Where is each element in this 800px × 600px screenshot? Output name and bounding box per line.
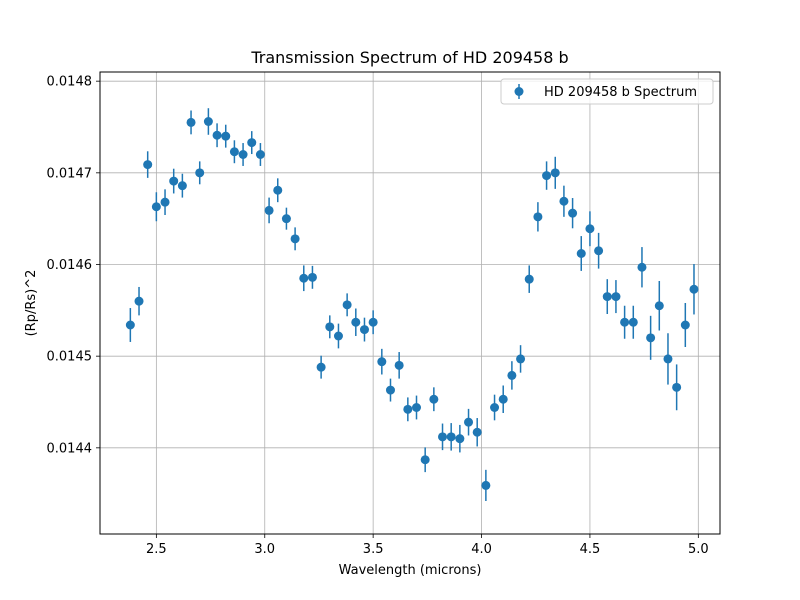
data-point	[533, 212, 543, 222]
data-point	[524, 274, 534, 284]
data-point	[602, 292, 612, 302]
data-point	[403, 404, 413, 414]
data-point	[299, 273, 309, 283]
data-point	[255, 150, 265, 159]
chart-title: Transmission Spectrum of HD 209458 b	[250, 48, 568, 67]
data-point	[542, 171, 552, 181]
data-point	[221, 131, 231, 141]
plot-frame	[99, 71, 721, 535]
data-point	[637, 262, 647, 272]
data-point	[455, 434, 465, 444]
data-point	[212, 130, 222, 140]
data-point	[229, 147, 239, 157]
x-tick-label: 4.0	[471, 542, 492, 557]
data-point	[429, 394, 439, 404]
data-point	[316, 362, 326, 372]
data-point	[385, 385, 395, 395]
data-point	[264, 205, 274, 215]
data-point	[611, 292, 621, 302]
data-point	[585, 224, 595, 234]
y-axis-title: (Rp/Rs)^2	[24, 270, 39, 337]
data-point	[654, 301, 664, 311]
data-point	[359, 325, 369, 335]
data-point	[325, 322, 335, 332]
data-point	[672, 382, 682, 392]
data-point	[368, 317, 378, 327]
data-point	[351, 317, 361, 327]
data-point	[273, 185, 283, 195]
data-point	[247, 138, 257, 148]
data-point	[646, 333, 656, 343]
legend-box	[500, 78, 714, 105]
data-point	[559, 196, 569, 206]
x-tick-label: 3.0	[254, 542, 275, 557]
data-point	[177, 181, 187, 191]
data-point	[333, 331, 343, 341]
data-point	[143, 160, 153, 170]
data-point	[290, 234, 300, 244]
data-point	[507, 370, 517, 380]
legend-marker	[514, 87, 524, 96]
x-tick-label: 2.5	[146, 542, 167, 557]
data-point	[516, 354, 526, 364]
data-point	[377, 357, 387, 367]
data-point	[663, 354, 673, 364]
data-point	[281, 214, 291, 224]
data-point	[238, 150, 248, 159]
data-point	[594, 246, 604, 256]
x-tick-label: 4.5	[580, 542, 601, 557]
data-point	[134, 296, 144, 306]
data-point	[628, 317, 638, 327]
data-point	[481, 480, 491, 490]
data-point	[498, 394, 508, 404]
data-point	[438, 432, 448, 442]
y-tick-label: 0.0144	[47, 441, 93, 456]
x-tick-label: 5.0	[688, 542, 709, 557]
data-point	[576, 249, 586, 258]
data-series	[125, 108, 699, 501]
y-tick-label: 0.0147	[47, 166, 93, 181]
legend-label: HD 209458 b Spectrum	[544, 85, 697, 100]
data-point	[307, 272, 317, 282]
data-point	[169, 176, 179, 186]
data-point	[203, 117, 213, 126]
data-point	[472, 427, 482, 437]
ticks: 2.5 3.0 3.5 4.0 4.5 5.0 0.0144 0.0145 0.0146 0.01…	[47, 75, 709, 557]
data-point	[568, 208, 578, 218]
data-point	[464, 417, 474, 427]
data-point	[151, 202, 161, 212]
data-point	[186, 117, 196, 127]
data-point	[550, 168, 560, 178]
data-point	[680, 320, 690, 330]
x-tick-label: 3.5	[363, 542, 384, 557]
x-axis-title: Wavelength (microns)	[339, 563, 482, 578]
legend: HD 209458 b Spectrum	[500, 78, 714, 105]
data-point	[160, 197, 170, 207]
data-point	[420, 455, 430, 465]
data-point	[342, 300, 352, 310]
data-point	[490, 403, 500, 412]
data-point	[394, 360, 404, 370]
y-tick-label: 0.0146	[47, 258, 93, 273]
data-point	[620, 317, 630, 327]
data-point	[689, 284, 699, 294]
y-tick-label: 0.0148	[47, 75, 93, 90]
data-point	[412, 403, 422, 412]
data-point	[446, 432, 456, 442]
y-tick-label: 0.0145	[47, 350, 93, 365]
data-point	[195, 168, 205, 178]
data-point	[125, 320, 135, 330]
